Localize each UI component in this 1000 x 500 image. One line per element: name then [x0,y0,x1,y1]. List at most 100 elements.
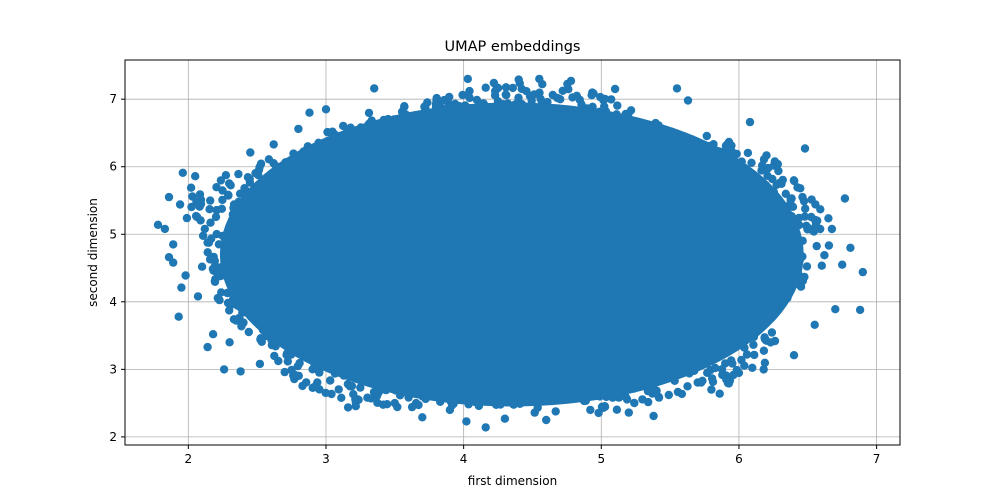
data-point [177,283,186,292]
data-point [164,192,174,202]
y-tick-label: 7 [109,92,117,106]
data-point [810,320,819,329]
data-point [213,293,222,303]
data-point [802,262,812,271]
data-point [200,224,209,234]
data-point [197,262,207,271]
data-point [181,271,190,280]
data-point [212,183,221,192]
x-tick-label: 5 [597,452,605,466]
data-point [846,243,855,252]
data-point [246,148,255,157]
data-point [418,413,427,422]
data-point [807,195,816,204]
data-point [508,83,517,93]
data-point [767,328,777,337]
data-point [530,90,539,99]
data-point [445,92,454,102]
data-point [612,405,622,414]
data-point [204,238,214,247]
data-point [820,251,829,260]
y-tick-label: 6 [109,160,117,174]
data-point [530,408,539,417]
data-point [219,365,229,374]
data-point [298,381,307,391]
data-point [364,108,374,118]
data-point [256,334,265,343]
data-point [812,241,821,251]
data-point [369,387,379,397]
data-point [370,84,379,93]
data-point [212,229,221,239]
data-point [305,108,314,117]
data-point [728,359,737,368]
data-point [840,194,850,203]
data-point [654,392,663,402]
data-point [245,174,254,184]
data-point [160,224,170,234]
data-point [817,261,826,270]
data-point [489,78,499,88]
data-point [723,378,733,388]
data-point [672,84,682,93]
data-point [414,400,423,410]
y-tick-label: 2 [109,430,117,444]
data-point [236,367,245,376]
data-point [229,315,239,324]
data-point [770,336,780,346]
data-point [218,195,227,205]
data-point [295,358,304,368]
x-axis-label: first dimension [468,474,557,488]
data-point [465,93,474,103]
data-point [535,74,544,84]
x-tick-label: 6 [735,452,743,466]
data-point [294,124,303,134]
data-point [794,213,804,223]
data-point [745,117,755,127]
data-point [789,176,799,185]
data-point [831,305,840,314]
data-point [607,95,616,104]
data-point [208,330,218,339]
data-point [192,197,201,206]
data-point [169,258,178,267]
data-point [707,374,717,383]
data-point [463,74,472,84]
data-point [800,144,810,153]
data-point [858,267,867,277]
data-point [600,402,610,411]
data-point [683,96,693,105]
data-point [209,252,218,262]
data-point [366,394,376,403]
x-tick-label: 7 [873,452,881,466]
data-point [193,292,203,301]
data-point [390,398,399,408]
point-cloud-core [219,102,804,407]
data-point [799,196,809,206]
data-point [321,105,331,114]
data-point [244,327,253,337]
x-tick-label: 2 [185,452,193,466]
data-point [855,305,865,315]
data-point [838,260,847,269]
data-point [196,216,205,225]
x-tick-label: 3 [322,452,330,466]
data-point [274,356,283,366]
data-point [280,367,289,377]
data-point [175,200,185,209]
data-point [356,383,365,392]
data-point [210,277,220,286]
data-point [764,163,773,173]
data-point [472,95,482,105]
x-tick-label: 4 [460,452,468,466]
data-point [178,168,187,177]
data-point [235,189,245,198]
data-point [311,382,320,391]
data-point [664,390,673,400]
data-point [251,169,260,178]
data-point [759,155,769,164]
y-tick-label: 3 [109,362,117,376]
data-point [759,346,769,355]
data-point [564,85,573,94]
